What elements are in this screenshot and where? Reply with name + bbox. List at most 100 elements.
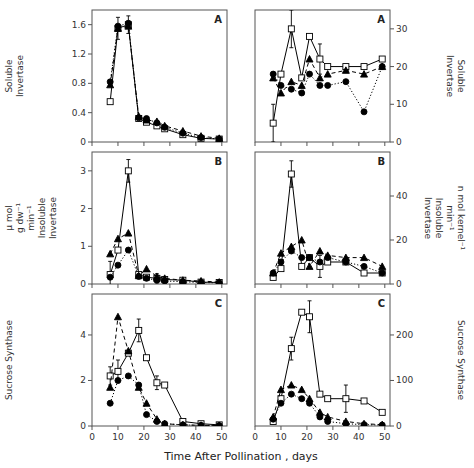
series-line — [273, 394, 382, 425]
y-tick-label: 0.8 — [72, 78, 87, 88]
x-tick — [280, 284, 281, 288]
y-axis-label: Invertase — [48, 196, 58, 239]
data-point — [317, 56, 323, 62]
y-axis-label: Insoluble — [434, 198, 444, 239]
error-bar — [126, 160, 130, 183]
plot-area — [107, 313, 223, 426]
data-point — [136, 327, 142, 333]
data-point — [270, 270, 277, 277]
y-tick — [390, 380, 394, 381]
data-point — [278, 400, 284, 406]
data-point — [325, 418, 331, 424]
x-tick — [358, 284, 359, 288]
x-tick-label: 10 — [275, 432, 287, 442]
plot-frame — [92, 152, 227, 284]
data-point — [216, 423, 222, 426]
data-point — [324, 71, 331, 78]
data-point — [144, 355, 150, 361]
data-point — [115, 368, 121, 374]
data-point — [144, 412, 150, 418]
plot-area — [270, 10, 386, 142]
data-point — [143, 400, 150, 407]
data-point — [288, 26, 294, 32]
x-tick — [384, 426, 385, 430]
y-tick — [390, 284, 394, 285]
data-point — [114, 235, 121, 242]
series-line — [273, 67, 382, 112]
x-tick-label: 30 — [327, 432, 339, 442]
data-point — [216, 279, 223, 284]
data-point — [317, 259, 323, 265]
data-point — [198, 422, 204, 426]
error-bar — [126, 16, 130, 34]
series-line — [110, 233, 219, 282]
x-tick — [384, 284, 385, 288]
data-point — [379, 422, 385, 426]
x-tick — [306, 426, 307, 430]
data-point — [325, 64, 331, 70]
data-point — [180, 422, 186, 426]
y-tick-label: 100 — [396, 375, 413, 385]
data-point — [379, 409, 385, 415]
data-point — [306, 263, 313, 270]
data-point — [325, 396, 331, 402]
x-tick — [255, 284, 256, 288]
data-point — [125, 247, 131, 253]
data-point — [278, 82, 284, 88]
data-point — [180, 130, 186, 136]
y-tick — [390, 196, 394, 197]
data-point — [361, 263, 367, 269]
data-point — [277, 89, 284, 96]
error-bar — [289, 161, 293, 187]
y-axis-label: Sucrose Synthase — [456, 320, 466, 401]
data-point — [162, 421, 168, 426]
y-tick-label: 0 — [80, 279, 86, 289]
data-point — [154, 418, 160, 424]
data-point — [136, 273, 142, 279]
x-tick — [117, 284, 118, 288]
plot-frame — [255, 10, 390, 142]
panel-label: C — [378, 298, 385, 309]
x-tick — [117, 142, 118, 146]
y-tick-label: 0.4 — [72, 108, 87, 118]
y-tick-label: 20 — [396, 62, 408, 72]
y-tick-label: 1.2 — [72, 49, 86, 59]
panel-label: C — [215, 298, 222, 309]
data-point — [162, 124, 168, 130]
data-point — [107, 99, 113, 105]
data-point — [154, 120, 160, 126]
x-tick — [358, 426, 359, 430]
x-tick — [221, 142, 222, 146]
x-tick-label: 30 — [164, 432, 176, 442]
error-bar — [155, 376, 159, 390]
data-point — [361, 422, 367, 426]
y-tick — [88, 24, 92, 25]
plot-frame — [255, 152, 390, 284]
data-point — [278, 259, 284, 265]
data-point — [115, 23, 121, 29]
error-bar — [344, 385, 348, 412]
x-tick — [169, 142, 170, 146]
data-point — [342, 67, 349, 74]
data-point — [216, 422, 222, 426]
series-line — [110, 26, 219, 138]
data-point — [136, 116, 142, 122]
x-tick — [117, 426, 118, 430]
y-axis-label: n mol kernel⁻¹ — [456, 186, 466, 251]
data-point — [278, 71, 284, 77]
data-point — [216, 136, 222, 142]
y-axis-label: µ mol — [4, 205, 14, 230]
data-point — [307, 33, 313, 39]
data-point — [270, 270, 276, 276]
x-tick — [92, 426, 93, 430]
x-tick — [221, 426, 222, 430]
y-tick — [390, 66, 394, 67]
y-tick-label: 2 — [80, 375, 86, 385]
y-axis-label: Sucrose Synthase — [4, 319, 14, 400]
x-tick-label: 40 — [190, 432, 202, 442]
y-tick — [88, 284, 92, 285]
data-point — [125, 168, 131, 174]
series-line — [273, 29, 382, 123]
x-tick-label: 0 — [252, 432, 258, 442]
data-point — [198, 135, 204, 141]
